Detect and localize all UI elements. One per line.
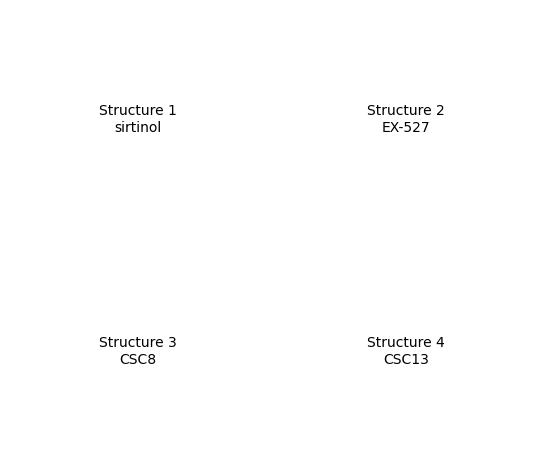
Text: Structure 3
CSC8: Structure 3 CSC8 (99, 336, 177, 366)
Text: Structure 1
sirtinol: Structure 1 sirtinol (99, 105, 177, 135)
Text: Structure 4
CSC13: Structure 4 CSC13 (367, 336, 445, 366)
Text: Structure 2
EX-527: Structure 2 EX-527 (367, 105, 445, 135)
